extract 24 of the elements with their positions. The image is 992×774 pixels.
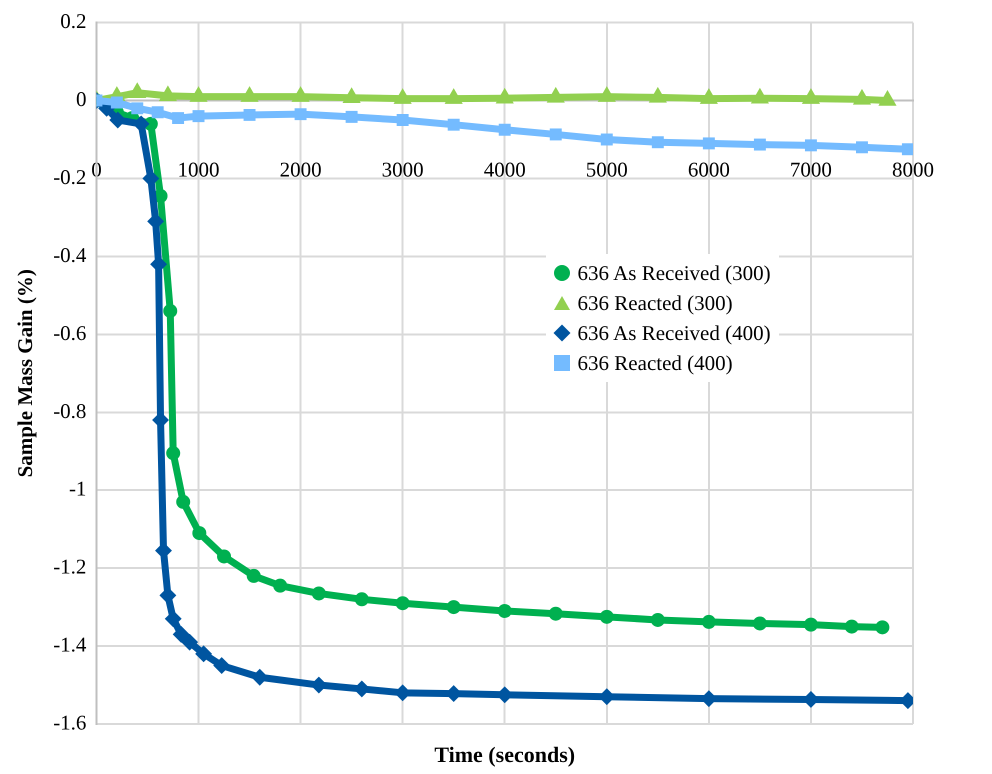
x-tick-label: 5000 [586, 158, 628, 182]
y-tick-label: -1 [68, 476, 86, 501]
y-tick-label: -1.6 [53, 710, 86, 735]
x-axis-title: Time (seconds) [433, 742, 576, 768]
x-tick-label: 3000 [382, 158, 424, 182]
x-tick-label: 8000 [892, 158, 934, 182]
x-tick-label: 2000 [280, 158, 322, 182]
x-tick-label: 6000 [688, 158, 730, 182]
legend-label: 636 Reacted (400) [578, 350, 733, 378]
legend-label: 636 As Received (400) [578, 320, 771, 348]
legend-label: 636 Reacted (300) [578, 290, 733, 318]
y-tick-label: 0.2 [60, 9, 86, 34]
y-tick-label: -1.2 [53, 554, 86, 579]
y-tick-label: -1.4 [53, 632, 87, 657]
y-tick-label: -0.6 [53, 320, 86, 345]
y-tick-label: -0.8 [53, 398, 86, 423]
x-tick-label: 4000 [484, 158, 526, 182]
y-axis-title: Sample Mass Gain (%) [13, 269, 38, 478]
y-tick-label: -0.4 [53, 242, 87, 267]
y-tick-label: 0 [76, 87, 86, 112]
y-tick-label: -0.2 [53, 164, 86, 189]
x-tick-label: 7000 [790, 158, 832, 182]
x-tick-label: 1000 [178, 158, 220, 182]
legend-label: 636 As Received (300) [578, 260, 771, 288]
